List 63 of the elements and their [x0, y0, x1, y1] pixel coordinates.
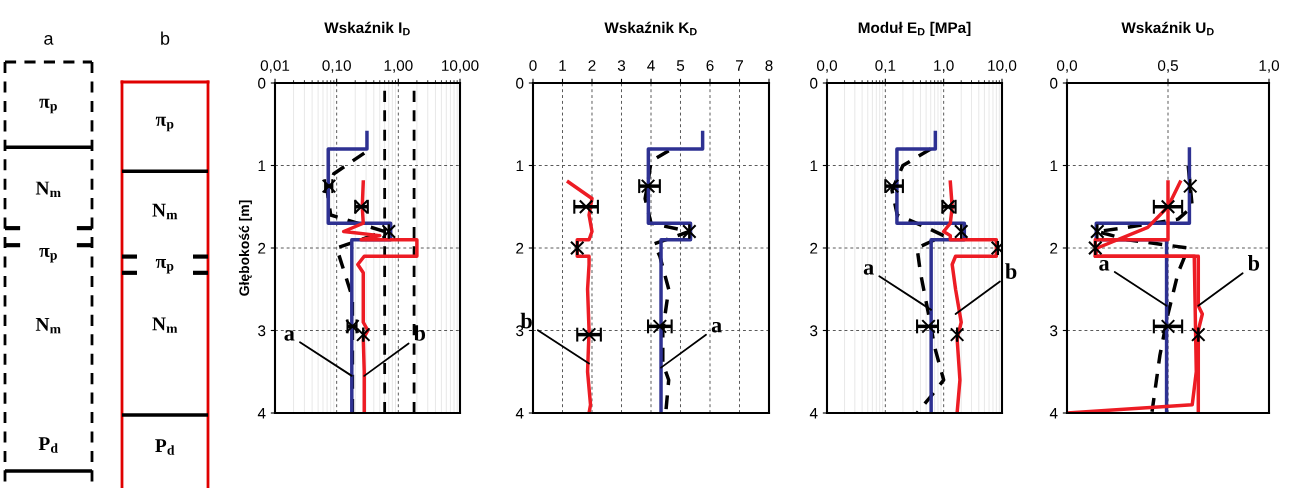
- chart-title: Wskaźnik I$_{D}$: [324, 21, 410, 36]
- annotation: a: [1099, 260, 1110, 271]
- y-tick-label: 4: [809, 408, 818, 419]
- y-axis-title: Głębokość [m]: [238, 200, 252, 296]
- x-tick-label: 3: [617, 60, 626, 71]
- x-tick-label: 7: [736, 60, 743, 71]
- chart-title: Wskaźnik K$_{D}$: [604, 21, 697, 36]
- chart-title: Wskaźnik U$_{D}$: [1121, 21, 1214, 36]
- annotation: b: [1005, 263, 1017, 279]
- x-tick-label: 0: [529, 60, 537, 71]
- x-tick-label: 2: [588, 60, 596, 71]
- y-tick-label: 2: [1050, 242, 1058, 254]
- y-tick-label: 2: [258, 242, 266, 254]
- text: b: [161, 31, 170, 45]
- text: π$_{p}$: [155, 258, 174, 274]
- y-tick-label: 3: [810, 325, 818, 337]
- annotation: b: [413, 325, 426, 341]
- x-tick-label: 0,01: [260, 60, 290, 73]
- x-tick-label: 4: [647, 60, 655, 71]
- text: π$_{p}$: [39, 247, 57, 263]
- x-tick-label: 6: [706, 60, 714, 71]
- annotation: a: [863, 264, 874, 275]
- annotation: a: [711, 321, 722, 333]
- y-tick-label: 4: [257, 408, 266, 419]
- y-tick-label: 2: [516, 242, 524, 254]
- y-tick-label: 1: [810, 160, 818, 172]
- text: N$_{m}$: [35, 181, 61, 198]
- y-tick-label: 3: [258, 325, 266, 337]
- text: N$_{m}$: [35, 317, 61, 334]
- x-tick-label: 0,5: [1157, 60, 1178, 73]
- text: a: [44, 34, 54, 45]
- y-tick-label: 4: [1049, 408, 1058, 419]
- text: π$_{p}$: [39, 98, 57, 114]
- x-tick-label: 0,1: [875, 60, 896, 73]
- y-tick-label: 0: [516, 77, 524, 89]
- y-tick-label: 1: [258, 160, 266, 172]
- x-tick-label: 1,0: [1259, 60, 1280, 73]
- y-tick-label: 3: [1050, 325, 1058, 337]
- text: P$_{d}$: [38, 437, 58, 453]
- x-tick-label: 8: [765, 60, 773, 71]
- chart-title: Moduł E$_{D}$ [MPa]: [858, 21, 971, 37]
- x-tick-label: 1,00: [384, 60, 413, 73]
- x-tick-label: 1,0: [934, 60, 954, 73]
- y-tick-label: 4: [515, 408, 524, 419]
- x-tick-label: 10,00: [442, 60, 479, 73]
- y-tick-label: 0: [810, 77, 818, 89]
- annotation: b: [1247, 255, 1260, 271]
- text: P$_{d}$: [155, 439, 175, 455]
- y-tick-label: 1: [516, 160, 524, 172]
- text: π$_{p}$: [155, 116, 174, 132]
- x-tick-label: 1: [559, 60, 566, 71]
- y-tick-label: 2: [810, 242, 818, 254]
- x-tick-label: 10,0: [988, 60, 1017, 73]
- y-tick-label: 1: [1050, 160, 1058, 172]
- annotation: a: [284, 330, 295, 341]
- y-tick-label: 0: [258, 77, 266, 89]
- text: N$_{m}$: [152, 317, 178, 333]
- x-tick-label: 5: [676, 60, 685, 71]
- y-tick-label: 0: [1050, 77, 1058, 89]
- text: N$_{m}$: [152, 203, 178, 220]
- x-tick-label: 0,0: [1056, 60, 1078, 73]
- x-tick-label: 0,10: [322, 60, 351, 73]
- x-tick-label: 0,0: [816, 60, 838, 73]
